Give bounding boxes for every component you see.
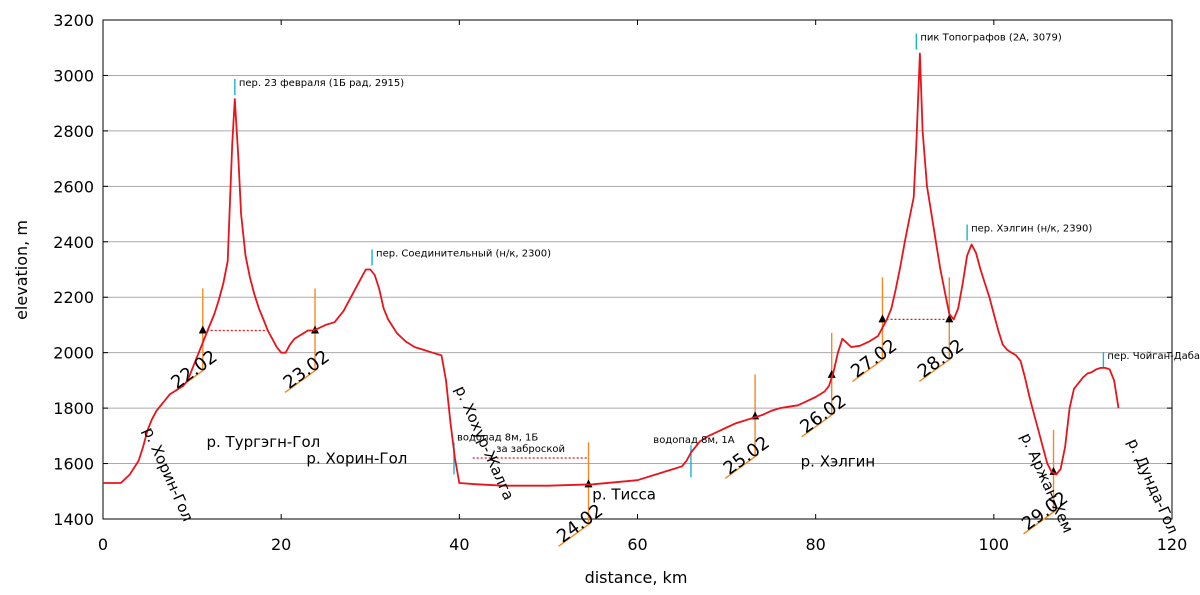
pass-label: пер. 23 февраля (1Б рад, 2915): [239, 78, 404, 89]
feature-label: водопад 8м, 1А: [653, 435, 734, 446]
camp-date-label: 26.02: [796, 391, 850, 438]
y-axis-title: elevation, m: [12, 220, 31, 320]
river-label: р. Тургэгн-Гол: [206, 433, 320, 451]
camp-date-label: 27.02: [847, 335, 901, 382]
river-label: р. Хорин-Гол: [139, 425, 196, 525]
camp-date-label: 22.02: [167, 346, 221, 393]
pass-label: пер. Хэлгин (н/к, 2390): [971, 224, 1092, 235]
x-tick-label: 80: [805, 535, 825, 554]
x-tick-label: 60: [627, 535, 647, 554]
x-tick-label: 20: [271, 535, 291, 554]
camp-date-underline: [724, 453, 759, 479]
feature-label: водопад 8м, 1Б: [457, 432, 538, 443]
y-tick-label: 3200: [53, 11, 94, 30]
x-axis-title: distance, km: [585, 568, 688, 587]
camp-marker: [878, 314, 887, 323]
camp-date-label: 28.02: [914, 335, 968, 382]
camp-date-underline: [558, 521, 592, 547]
annotation-markers: [172, 33, 1105, 547]
river-label: р. Тисса: [592, 486, 656, 504]
camp-date-label: 24.02: [553, 500, 607, 547]
y-tick-label: 2600: [53, 177, 94, 196]
camp-marker: [945, 314, 954, 323]
camp-marker: [584, 479, 593, 488]
river-label: р. Хэлгин: [801, 452, 876, 470]
camp-date-underline: [918, 356, 953, 382]
x-tick-label: 120: [1157, 535, 1188, 554]
y-tick-label: 2400: [53, 233, 94, 252]
pass-label: пер. Чойган-Дабан (н/к, 1930): [1107, 351, 1200, 362]
elevation-line: [103, 52, 1120, 487]
camp-marker: [827, 369, 836, 378]
camp-date-underline: [852, 356, 886, 382]
x-tick-label: 100: [979, 535, 1010, 554]
y-tick-label: 2000: [53, 344, 94, 363]
y-tick-label: 1800: [53, 399, 94, 418]
pass-label: пик Топографов (2А, 3079): [920, 33, 1062, 44]
river-label: р. Дунда-Гол: [1124, 436, 1182, 537]
river-label: р. Хорин-Гол: [306, 450, 407, 468]
y-tick-label: 3000: [53, 66, 94, 85]
y-tick-label: 2200: [53, 288, 94, 307]
pass-label: пер. Соединительный (н/к, 2300): [376, 249, 551, 260]
plot-frame: [102, 19, 1173, 520]
camp-date-underline: [284, 367, 319, 394]
y-tick-label: 2800: [53, 122, 94, 141]
camp-marker: [198, 325, 207, 334]
elevation-line-layer: [103, 52, 1120, 487]
camp-date-label: 23.02: [280, 346, 334, 393]
x-tick-label: 40: [449, 535, 469, 554]
detour-label: за заброской: [496, 444, 565, 455]
axes: 1400 1600 1800 2000 2200 2400 2600 2800 3000 3200…: [53, 11, 1187, 554]
x-tick-label: 0: [98, 535, 108, 554]
camp-date-underline: [1023, 509, 1057, 535]
camp-date-underline: [801, 412, 836, 438]
y-tick-label: 1600: [53, 455, 94, 474]
y-tick-label: 1400: [53, 510, 94, 529]
camp-marker: [1049, 466, 1058, 475]
